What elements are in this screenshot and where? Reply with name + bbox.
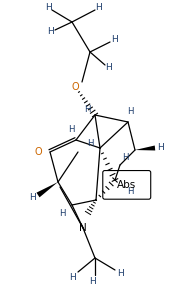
Text: H: H <box>122 153 128 162</box>
Text: H: H <box>68 126 74 135</box>
Text: H: H <box>127 108 133 117</box>
Text: H: H <box>29 193 35 202</box>
Text: H: H <box>70 273 76 282</box>
Text: H: H <box>117 269 123 278</box>
Text: H: H <box>84 104 90 113</box>
Polygon shape <box>135 146 155 151</box>
Text: H: H <box>45 3 51 12</box>
Text: H: H <box>127 188 133 197</box>
Text: H: H <box>157 144 163 153</box>
Text: H: H <box>90 278 96 287</box>
Text: O: O <box>34 147 42 157</box>
Text: H: H <box>111 35 117 44</box>
Text: Abs: Abs <box>117 180 136 190</box>
Text: H: H <box>105 64 111 72</box>
Text: H: H <box>87 139 93 148</box>
Text: H: H <box>95 3 101 12</box>
Text: H: H <box>59 209 65 218</box>
Polygon shape <box>37 182 58 197</box>
Text: O: O <box>71 82 79 92</box>
Text: H: H <box>47 28 53 37</box>
Text: N: N <box>79 223 87 233</box>
FancyBboxPatch shape <box>103 171 151 199</box>
